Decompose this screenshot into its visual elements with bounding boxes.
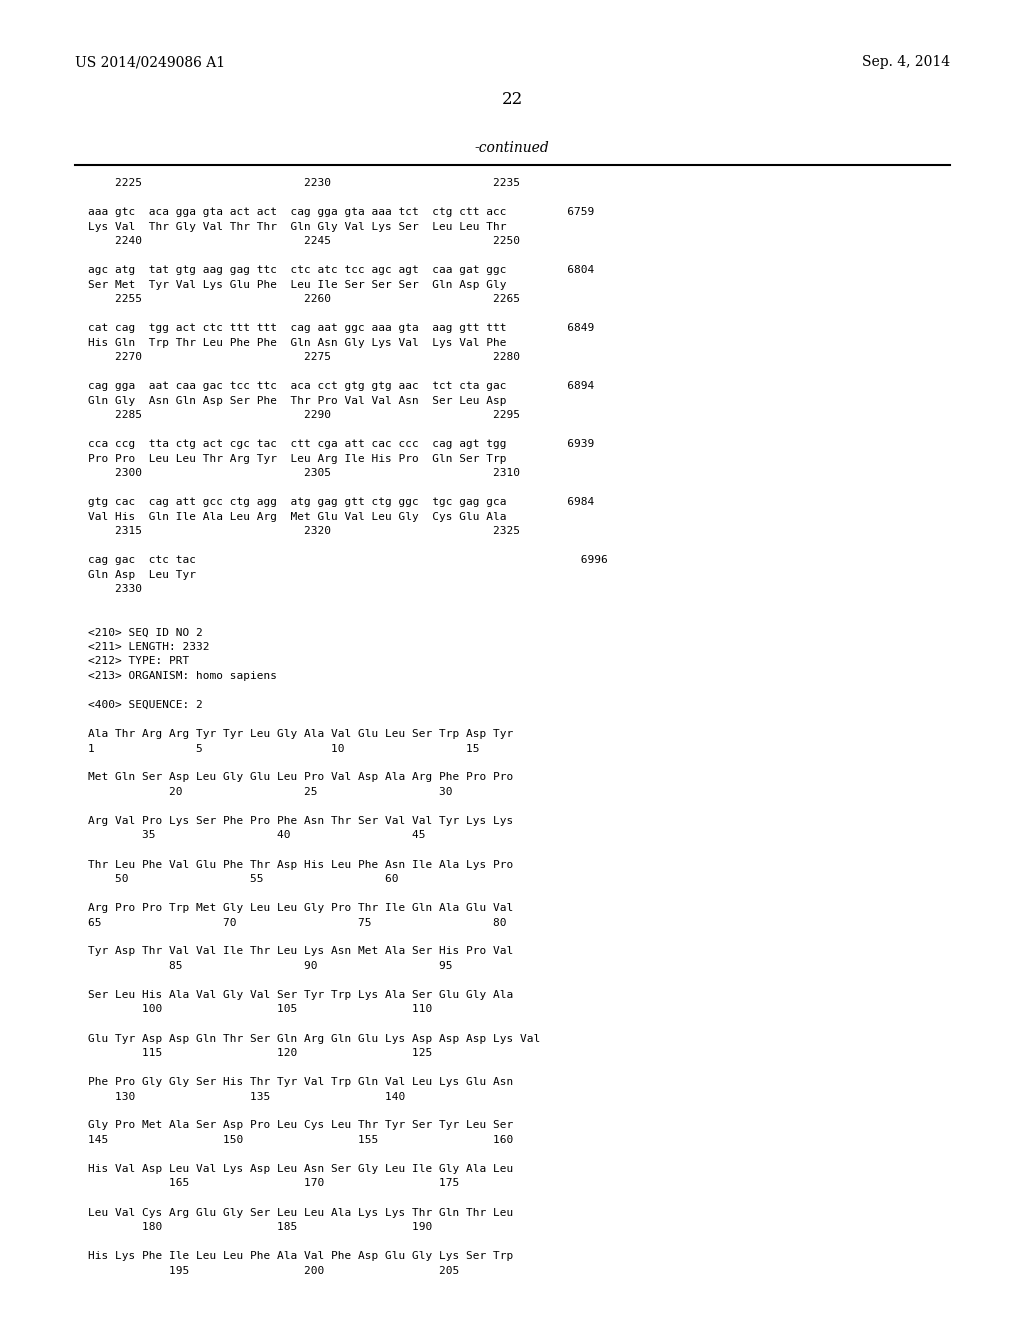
Text: agc atg  tat gtg aag gag ttc  ctc atc tcc agc agt  caa gat ggc         6804: agc atg tat gtg aag gag ttc ctc atc tcc … [88, 265, 594, 275]
Text: Sep. 4, 2014: Sep. 4, 2014 [862, 55, 950, 69]
Text: Tyr Asp Thr Val Val Ile Thr Leu Lys Asn Met Ala Ser His Pro Val: Tyr Asp Thr Val Val Ile Thr Leu Lys Asn … [88, 946, 513, 957]
Text: Gln Gly  Asn Gln Asp Ser Phe  Thr Pro Val Val Asn  Ser Leu Asp: Gln Gly Asn Gln Asp Ser Phe Thr Pro Val … [88, 396, 507, 405]
Text: US 2014/0249086 A1: US 2014/0249086 A1 [75, 55, 225, 69]
Text: Lys Val  Thr Gly Val Thr Thr  Gln Gly Val Lys Ser  Leu Leu Thr: Lys Val Thr Gly Val Thr Thr Gln Gly Val … [88, 222, 507, 231]
Text: His Lys Phe Ile Leu Leu Phe Ala Val Phe Asp Glu Gly Lys Ser Trp: His Lys Phe Ile Leu Leu Phe Ala Val Phe … [88, 1251, 513, 1261]
Text: 115                 120                 125: 115 120 125 [88, 1048, 432, 1059]
Text: 2285                        2290                        2295: 2285 2290 2295 [88, 411, 520, 420]
Text: Glu Tyr Asp Asp Gln Thr Ser Gln Arg Gln Glu Lys Asp Asp Asp Lys Val: Glu Tyr Asp Asp Gln Thr Ser Gln Arg Gln … [88, 1034, 541, 1044]
Text: 85                  90                  95: 85 90 95 [88, 961, 453, 972]
Text: His Val Asp Leu Val Lys Asp Leu Asn Ser Gly Leu Ile Gly Ala Leu: His Val Asp Leu Val Lys Asp Leu Asn Ser … [88, 1164, 513, 1173]
Text: Arg Pro Pro Trp Met Gly Leu Leu Gly Pro Thr Ile Gln Ala Glu Val: Arg Pro Pro Trp Met Gly Leu Leu Gly Pro … [88, 903, 513, 913]
Text: <210> SEQ ID NO 2: <210> SEQ ID NO 2 [88, 627, 203, 638]
Text: His Gln  Trp Thr Leu Phe Phe  Gln Asn Gly Lys Val  Lys Val Phe: His Gln Trp Thr Leu Phe Phe Gln Asn Gly … [88, 338, 507, 347]
Text: Ala Thr Arg Arg Tyr Tyr Leu Gly Ala Val Glu Leu Ser Trp Asp Tyr: Ala Thr Arg Arg Tyr Tyr Leu Gly Ala Val … [88, 729, 513, 739]
Text: Met Gln Ser Asp Leu Gly Glu Leu Pro Val Asp Ala Arg Phe Pro Pro: Met Gln Ser Asp Leu Gly Glu Leu Pro Val … [88, 772, 513, 783]
Text: 2330: 2330 [88, 583, 142, 594]
Text: Phe Pro Gly Gly Ser His Thr Tyr Val Trp Gln Val Leu Lys Glu Asn: Phe Pro Gly Gly Ser His Thr Tyr Val Trp … [88, 1077, 513, 1086]
Text: 65                  70                  75                  80: 65 70 75 80 [88, 917, 507, 928]
Text: 20                  25                  30: 20 25 30 [88, 787, 453, 797]
Text: <211> LENGTH: 2332: <211> LENGTH: 2332 [88, 642, 210, 652]
Text: 165                 170                 175: 165 170 175 [88, 1179, 459, 1188]
Text: Arg Val Pro Lys Ser Phe Pro Phe Asn Thr Ser Val Val Tyr Lys Lys: Arg Val Pro Lys Ser Phe Pro Phe Asn Thr … [88, 816, 513, 826]
Text: 2270                        2275                        2280: 2270 2275 2280 [88, 352, 520, 362]
Text: 145                 150                 155                 160: 145 150 155 160 [88, 1135, 513, 1144]
Text: <213> ORGANISM: homo sapiens: <213> ORGANISM: homo sapiens [88, 671, 278, 681]
Text: cag gga  aat caa gac tcc ttc  aca cct gtg gtg aac  tct cta gac         6894: cag gga aat caa gac tcc ttc aca cct gtg … [88, 381, 594, 391]
Text: 35                  40                  45: 35 40 45 [88, 830, 426, 841]
Text: cca ccg  tta ctg act cgc tac  ctt cga att cac ccc  cag agt tgg         6939: cca ccg tta ctg act cgc tac ctt cga att … [88, 440, 594, 449]
Text: 2300                        2305                        2310: 2300 2305 2310 [88, 469, 520, 478]
Text: Ser Met  Tyr Val Lys Glu Phe  Leu Ile Ser Ser Ser  Gln Asp Gly: Ser Met Tyr Val Lys Glu Phe Leu Ile Ser … [88, 280, 507, 289]
Text: cag gac  ctc tac                                                         6996: cag gac ctc tac 6996 [88, 554, 608, 565]
Text: 2255                        2260                        2265: 2255 2260 2265 [88, 294, 520, 304]
Text: 22: 22 [502, 91, 522, 108]
Text: -continued: -continued [475, 141, 549, 154]
Text: Ser Leu His Ala Val Gly Val Ser Tyr Trp Lys Ala Ser Glu Gly Ala: Ser Leu His Ala Val Gly Val Ser Tyr Trp … [88, 990, 513, 1001]
Text: Pro Pro  Leu Leu Thr Arg Tyr  Leu Arg Ile His Pro  Gln Ser Trp: Pro Pro Leu Leu Thr Arg Tyr Leu Arg Ile … [88, 454, 507, 463]
Text: 100                 105                 110: 100 105 110 [88, 1005, 432, 1015]
Text: 50                  55                  60: 50 55 60 [88, 874, 398, 884]
Text: <212> TYPE: PRT: <212> TYPE: PRT [88, 656, 189, 667]
Text: Leu Val Cys Arg Glu Gly Ser Leu Leu Ala Lys Lys Thr Gln Thr Leu: Leu Val Cys Arg Glu Gly Ser Leu Leu Ala … [88, 1208, 513, 1217]
Text: cat cag  tgg act ctc ttt ttt  cag aat ggc aaa gta  aag gtt ttt         6849: cat cag tgg act ctc ttt ttt cag aat ggc … [88, 323, 594, 333]
Text: Val His  Gln Ile Ala Leu Arg  Met Glu Val Leu Gly  Cys Glu Ala: Val His Gln Ile Ala Leu Arg Met Glu Val … [88, 511, 507, 521]
Text: <400> SEQUENCE: 2: <400> SEQUENCE: 2 [88, 700, 203, 710]
Text: 195                 200                 205: 195 200 205 [88, 1266, 459, 1275]
Text: 180                 185                 190: 180 185 190 [88, 1222, 432, 1232]
Text: aaa gtc  aca gga gta act act  cag gga gta aaa tct  ctg ctt acc         6759: aaa gtc aca gga gta act act cag gga gta … [88, 207, 594, 216]
Text: Gln Asp  Leu Tyr: Gln Asp Leu Tyr [88, 569, 196, 579]
Text: 130                 135                 140: 130 135 140 [88, 1092, 406, 1101]
Text: 2315                        2320                        2325: 2315 2320 2325 [88, 525, 520, 536]
Text: Thr Leu Phe Val Glu Phe Thr Asp His Leu Phe Asn Ile Ala Lys Pro: Thr Leu Phe Val Glu Phe Thr Asp His Leu … [88, 859, 513, 870]
Text: Gly Pro Met Ala Ser Asp Pro Leu Cys Leu Thr Tyr Ser Tyr Leu Ser: Gly Pro Met Ala Ser Asp Pro Leu Cys Leu … [88, 1121, 513, 1130]
Text: gtg cac  cag att gcc ctg agg  atg gag gtt ctg ggc  tgc gag gca         6984: gtg cac cag att gcc ctg agg atg gag gtt … [88, 498, 594, 507]
Text: 2225                        2230                        2235: 2225 2230 2235 [88, 178, 520, 187]
Text: 2240                        2245                        2250: 2240 2245 2250 [88, 236, 520, 246]
Text: 1               5                   10                  15: 1 5 10 15 [88, 743, 479, 754]
